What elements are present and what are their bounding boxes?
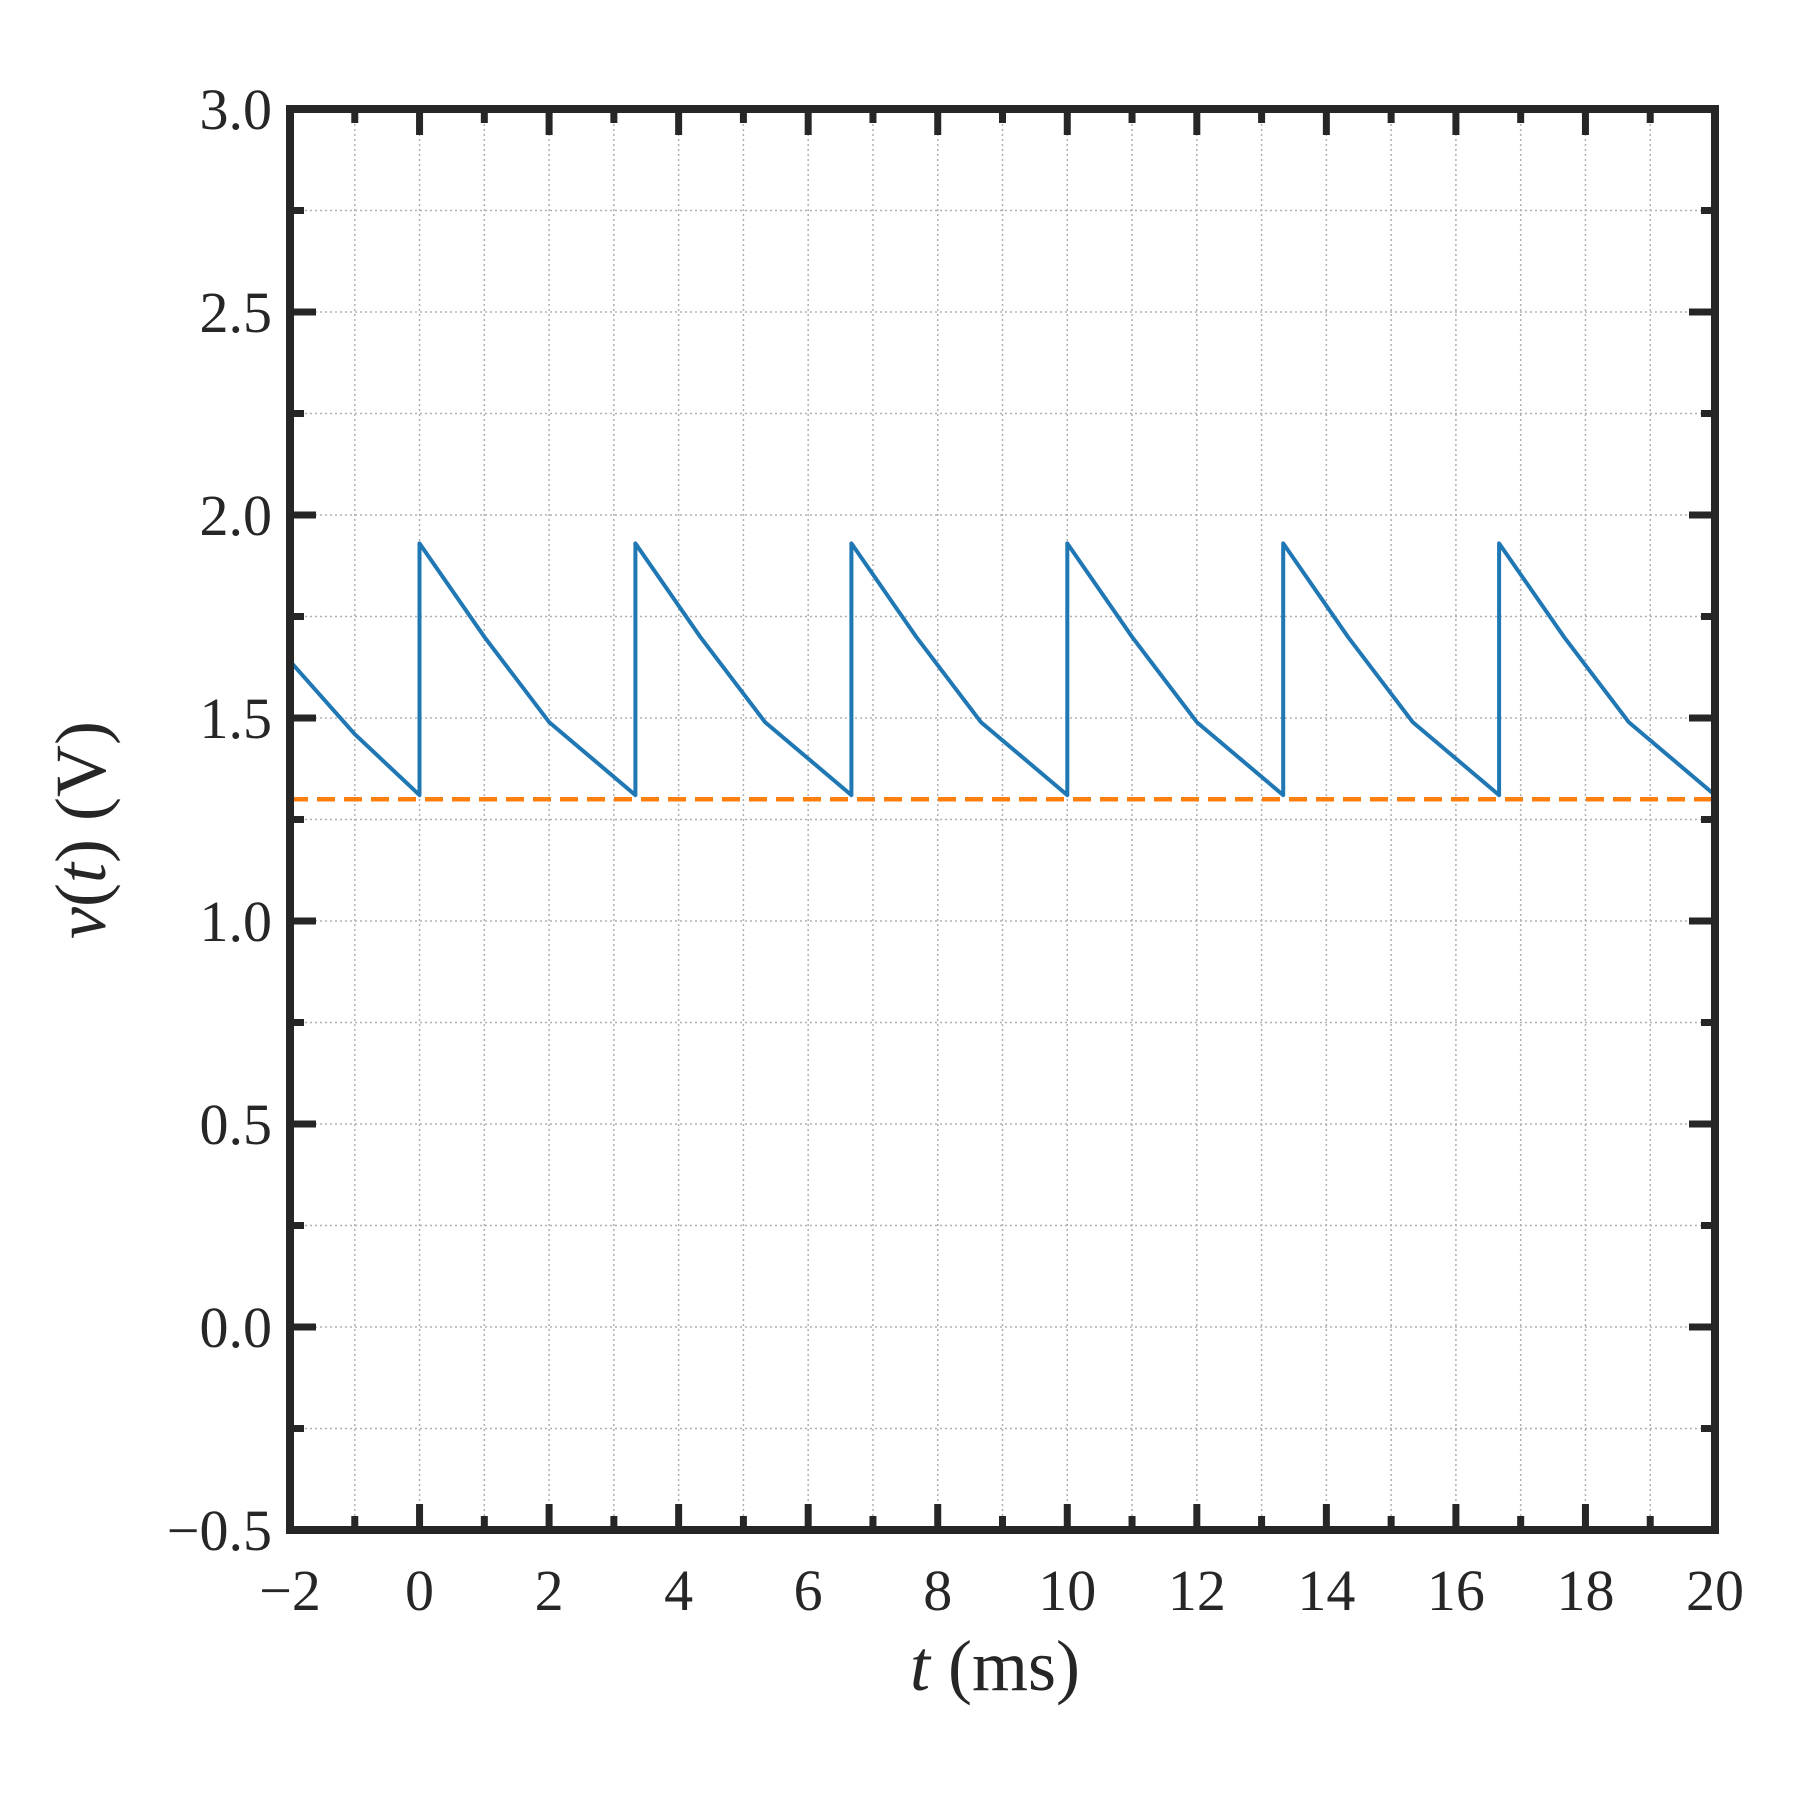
x-tick-label: 18: [1556, 1558, 1614, 1623]
x-tick-label: −2: [259, 1558, 321, 1623]
tick-marks: [286, 105, 1719, 1534]
y-tick-label: 2.0: [200, 483, 273, 548]
x-axis-unit: (ms): [930, 1626, 1080, 1706]
x-tick-label: 20: [1686, 1558, 1744, 1623]
y-axis-paren-close: ): [41, 839, 121, 863]
y-axis-var: v: [41, 907, 121, 939]
y-tick-label: 0.5: [200, 1092, 273, 1157]
x-tick-label: 2: [535, 1558, 564, 1623]
x-tick-label: 0: [405, 1558, 434, 1623]
x-tick-label: 4: [664, 1558, 693, 1623]
y-axis-label: v(t) (V): [41, 721, 121, 939]
y-tick-label: 2.5: [200, 280, 273, 345]
y-tick-label: 0.0: [200, 1295, 273, 1360]
y-tick-label: 1.5: [200, 686, 273, 751]
x-axis-label: t (ms): [910, 1626, 1080, 1706]
voltage-line: [288, 541, 1717, 798]
x-tick-label: 10: [1038, 1558, 1096, 1623]
x-axis-var: t: [910, 1626, 932, 1706]
y-axis-time-var: t: [41, 861, 121, 883]
y-tick-label: −0.5: [167, 1498, 272, 1563]
x-tick-labels: −2 0 2 4 6 8 10 12 14 16 18 20: [259, 1558, 1744, 1623]
x-tick-label: 6: [794, 1558, 823, 1623]
y-tick-label: 3.0: [200, 77, 273, 142]
y-axis-unit: (V): [41, 721, 121, 839]
x-tick-label: 16: [1427, 1558, 1485, 1623]
x-tick-label: 14: [1297, 1558, 1355, 1623]
x-tick-label: 12: [1168, 1558, 1226, 1623]
x-tick-label: 8: [923, 1558, 952, 1623]
y-tick-labels: −0.5 0.0 0.5 1.0 1.5 2.0 2.5 3.0: [167, 77, 272, 1563]
y-axis-paren-open: (: [41, 883, 121, 907]
plot-series: [288, 541, 1717, 802]
grid-lines: [290, 109, 1715, 1530]
y-tick-label: 1.0: [200, 889, 273, 954]
